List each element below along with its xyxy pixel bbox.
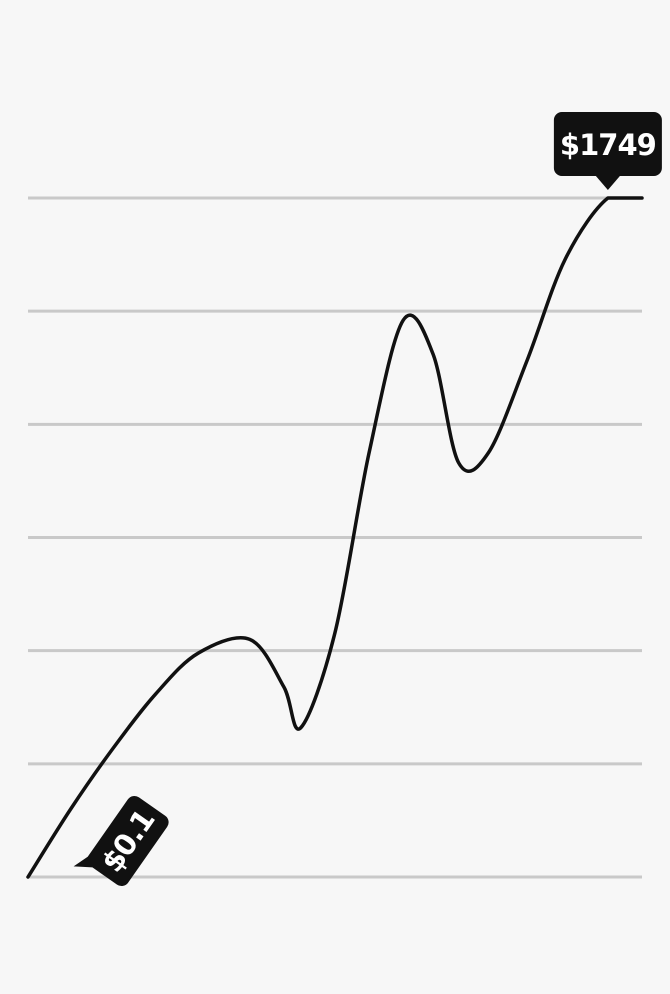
end-tag-background	[553, 112, 662, 190]
end-price-label: $1749	[560, 128, 656, 162]
end-price-tag: $1749	[553, 112, 662, 190]
start-price-tag: $0.1	[73, 796, 169, 886]
start-tag-background	[73, 796, 169, 886]
price-line	[26, 196, 644, 879]
